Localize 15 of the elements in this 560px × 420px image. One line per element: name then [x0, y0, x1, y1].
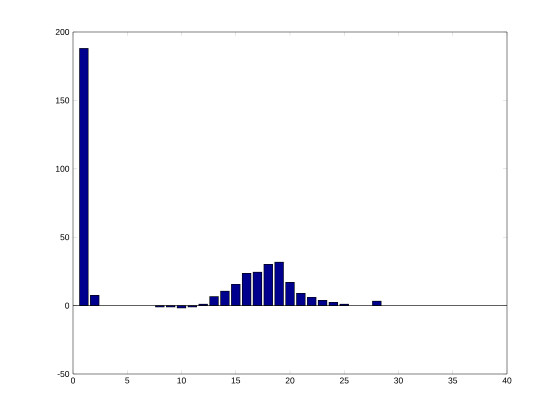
x-tick-label: 20	[286, 378, 294, 384]
x-tick-label: 35	[448, 378, 458, 384]
x-tick-label: 5	[125, 378, 130, 384]
y-tick-label: 0	[65, 302, 70, 309]
y-tick-label: 200	[56, 29, 70, 35]
y-tick-label: -50	[58, 371, 70, 377]
y-tick-label: 150	[56, 97, 70, 104]
y-tick-label: 50	[60, 234, 70, 240]
x-tick-label: 30	[394, 378, 403, 384]
x-tick-label: 15	[232, 378, 240, 384]
x-tick-label: 10	[177, 378, 186, 384]
x-tick-label: 25	[340, 378, 349, 384]
x-tick-label: 40	[502, 378, 512, 384]
x-tick-label: 0	[70, 378, 76, 384]
y-tick-label: 100	[56, 166, 70, 172]
